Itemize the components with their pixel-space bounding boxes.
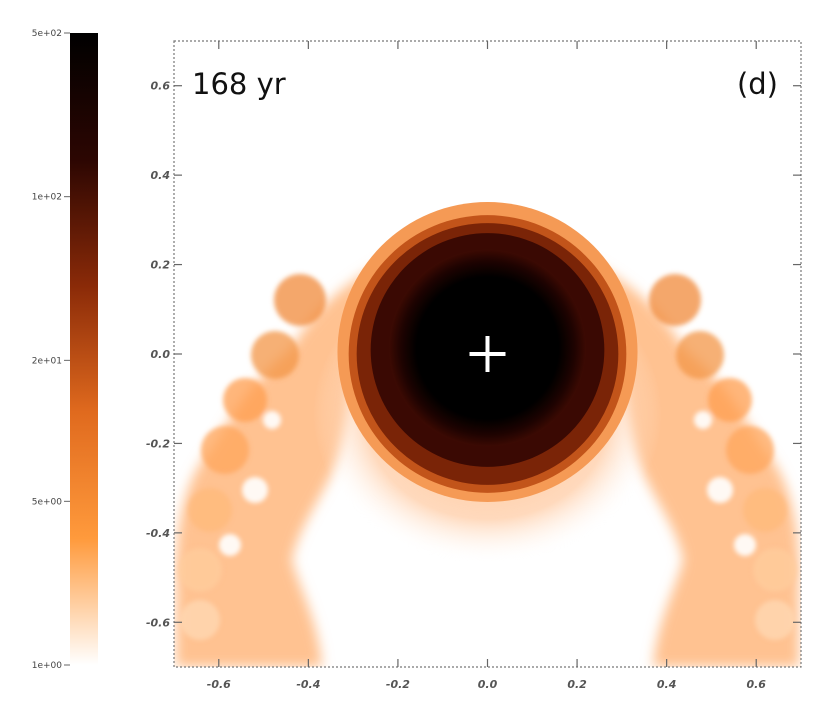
time-label: 168 yr: [192, 67, 286, 101]
outflow-blob-right: [753, 548, 797, 592]
plot-panel: -0.6 -0.4 -0.2 0.0 0.2 0.4 0.6 -0.6 -0.4 -0.2 0.0 0…: [146, 40, 802, 691]
outflow-blob-left: [251, 331, 299, 379]
y-tick-label: -0.4: [146, 527, 170, 540]
wisp-void-left: [219, 534, 241, 556]
colorbar-tick-label: 1e+00: [32, 661, 63, 671]
colorbar-ticks: 5e+02 1e+02 2e+01 5e+00 1e+00: [32, 29, 70, 671]
wisp-void-left: [242, 477, 268, 503]
outflow-blob-left: [274, 274, 326, 326]
colorbar-tick-label: 5e+02: [32, 29, 62, 39]
wisp-void-right: [734, 534, 756, 556]
outflow-right: [555, 245, 799, 667]
outflow-blob-right: [676, 331, 724, 379]
axes: -0.6 -0.4 -0.2 0.0 0.2 0.4 0.6 -0.6 -0.4 -0.2 0.0 0…: [146, 41, 801, 691]
colorbar-tick-label: 5e+00: [32, 497, 63, 507]
panel-label: (d): [737, 67, 778, 101]
outflow-blob-right: [726, 426, 774, 474]
outflow-wisps: [176, 245, 799, 667]
y-tick-label: 0.6: [151, 80, 171, 93]
density-field: [176, 201, 799, 667]
x-tick-label: -0.2: [386, 678, 410, 691]
y-tick-label: -0.6: [146, 616, 170, 629]
outflow-blob-left: [178, 548, 222, 592]
outflow-blob-right: [755, 600, 795, 640]
x-tick-label: -0.6: [207, 678, 231, 691]
outflow-left: [176, 245, 420, 667]
x-tick-label: 0.2: [567, 678, 587, 691]
wisp-void-left: [263, 411, 281, 429]
y-tick-label: -0.2: [146, 437, 170, 450]
wisp-void-right: [694, 411, 712, 429]
wisp-void-right: [707, 477, 733, 503]
colorbar-tick-label: 2e+01: [32, 356, 62, 366]
x-tick-label: 0.6: [746, 678, 766, 691]
colorbar-tick-label: 1e+02: [32, 193, 62, 203]
outflow-blob-right: [649, 274, 701, 326]
outflow-right-group: [555, 245, 799, 667]
outflow-blob-left: [201, 426, 249, 474]
outflow-blobs: [178, 274, 797, 640]
y-tick-label: 0.2: [151, 259, 171, 272]
outflow-blob-right: [743, 488, 787, 532]
outflow-blob-left: [223, 378, 267, 422]
outflow-blob-left: [180, 600, 220, 640]
colorbar: 5e+02 1e+02 2e+01 5e+00 1e+00: [32, 29, 98, 671]
y-tick-label: 0.4: [151, 169, 171, 182]
x-tick-label: 0.4: [657, 678, 677, 691]
outflow-blob-left: [188, 488, 232, 532]
y-tick-label: 0.0: [151, 348, 171, 361]
x-tick-label: 0.0: [478, 678, 498, 691]
colorbar-bar: [70, 33, 98, 665]
outflow-blob-right: [708, 378, 752, 422]
x-tick-label: -0.4: [296, 678, 320, 691]
